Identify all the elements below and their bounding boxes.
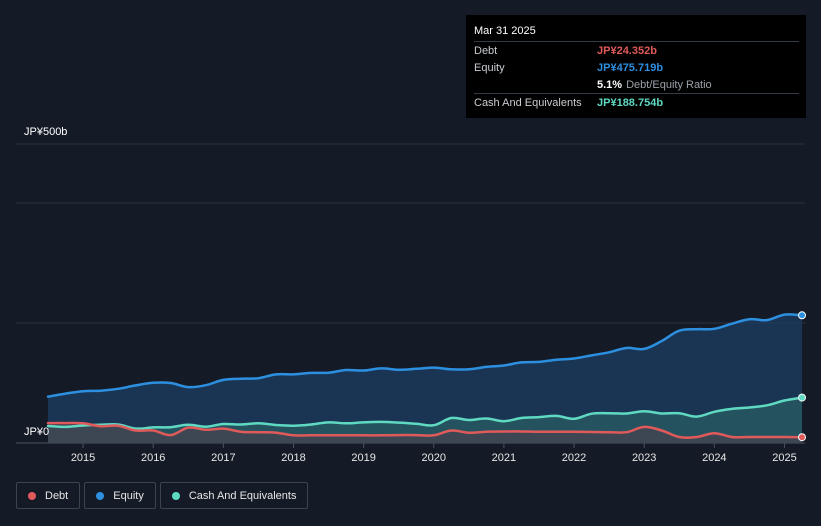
series-areas bbox=[48, 314, 802, 443]
x-tick-label: 2025 bbox=[772, 452, 796, 464]
legend-cash-label: Cash And Equivalents bbox=[188, 489, 297, 502]
legend-item-cash[interactable]: Cash And Equivalents bbox=[159, 482, 309, 509]
x-tick-label: 2015 bbox=[71, 452, 95, 464]
x-tick-label: 2020 bbox=[422, 452, 446, 464]
tooltip-equity-label: Equity bbox=[474, 61, 505, 74]
tooltip-cash-value: JP¥188.754b bbox=[597, 96, 664, 109]
tooltip-debt-value: JP¥24.352b bbox=[597, 44, 657, 57]
cash-endpoint bbox=[798, 393, 806, 402]
y-axis-top-label: JP¥500b bbox=[24, 126, 67, 138]
x-tick-label: 2019 bbox=[351, 452, 375, 464]
debt-dot-icon bbox=[28, 491, 36, 500]
equity-area bbox=[48, 314, 802, 443]
legend-debt-label: Debt bbox=[45, 489, 69, 502]
tooltip-cash-label: Cash And Equivalents bbox=[474, 96, 582, 109]
x-tick-label: 2022 bbox=[562, 452, 586, 464]
equity-dot-icon bbox=[96, 491, 105, 500]
y-axis-bottom-label: JP¥0 bbox=[24, 426, 49, 438]
series-endpoints bbox=[798, 311, 806, 442]
tooltip-debt-label: Debt bbox=[474, 44, 498, 57]
cash-dot-icon bbox=[171, 491, 180, 500]
legend-item-equity[interactable]: Equity bbox=[84, 482, 156, 509]
tooltip-date: Mar 31 2025 bbox=[474, 25, 536, 37]
tooltip-row-cash: Cash And Equivalents JP¥188.754b bbox=[474, 93, 799, 111]
series-lines bbox=[46, 313, 804, 439]
equity-endpoint bbox=[798, 311, 806, 320]
debt-line bbox=[46, 421, 804, 439]
x-tick-label: 2021 bbox=[492, 452, 516, 464]
tooltip-panel: Mar 31 2025 Debt JP¥24.352b Equity JP¥47… bbox=[466, 15, 806, 118]
legend-equity-label: Equity bbox=[113, 489, 144, 502]
debt-area bbox=[48, 423, 802, 443]
cash-line bbox=[46, 396, 804, 430]
x-tick-label: 2016 bbox=[141, 452, 165, 464]
x-axis-ticks: 2015 2016 2017 2018 2019 2020 2021 2022 2023 2024… bbox=[71, 443, 797, 464]
equity-line bbox=[46, 313, 804, 398]
debt-endpoint bbox=[798, 433, 806, 442]
legend: Debt Equity Cash And Equivalents bbox=[16, 482, 312, 509]
tooltip-ratio-value: 5.1% bbox=[597, 78, 623, 91]
tooltip-row-debt: Debt JP¥24.352b bbox=[474, 41, 799, 59]
x-tick-label: 2018 bbox=[281, 452, 305, 464]
x-tick-label: 2017 bbox=[211, 452, 235, 464]
tooltip-equity-value: JP¥475.719b bbox=[597, 61, 664, 74]
tooltip-ratio-label: Debt/Equity Ratio bbox=[626, 78, 712, 91]
legend-item-debt[interactable]: Debt bbox=[16, 482, 81, 509]
tooltip-row-equity: Equity JP¥475.719b bbox=[474, 59, 799, 76]
x-tick-label: 2023 bbox=[632, 452, 656, 464]
tooltip-row-ratio: 5.1% Debt/Equity Ratio bbox=[474, 76, 799, 93]
x-tick-label: 2024 bbox=[702, 452, 726, 464]
